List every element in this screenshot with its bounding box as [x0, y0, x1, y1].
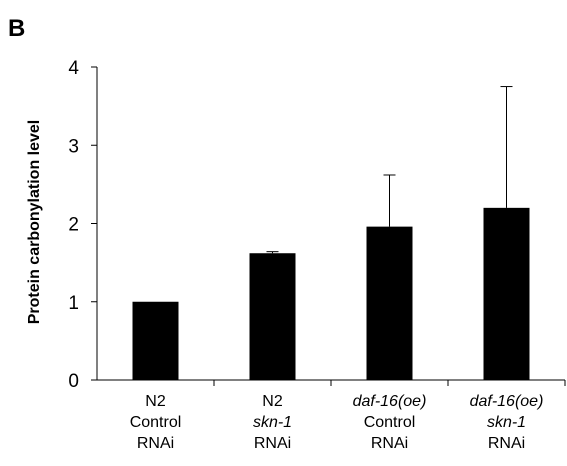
x-category-label: skn-1: [487, 414, 526, 431]
bars: [132, 207, 530, 380]
y-axis-label: Protein carbonylation level: [26, 120, 43, 325]
panel-label: B: [8, 15, 25, 42]
x-category-label: Control: [130, 414, 182, 431]
x-category-label: RNAi: [137, 435, 174, 452]
y-tick-label: 4: [68, 58, 79, 79]
error-bars: [266, 86, 513, 254]
y-axis-ticks: 0 1 2 3 4: [68, 58, 97, 392]
category-labels: N2 Control RNAi N2 skn-1 RNAi daf-16(oe) Contro…: [130, 380, 566, 452]
x-category-label: N2: [145, 393, 166, 410]
x-category-label: N2: [262, 393, 283, 410]
x-category-label: Control: [364, 414, 416, 431]
x-category-label: RNAi: [488, 435, 525, 452]
x-category-label: skn-1: [253, 414, 292, 431]
y-tick-label: 2: [68, 215, 79, 236]
y-tick-label: 0: [68, 371, 79, 392]
bar: [132, 301, 179, 380]
x-category-label: RNAi: [371, 435, 408, 452]
y-tick-label: 1: [68, 293, 79, 314]
bar: [483, 207, 530, 380]
y-tick-label: 3: [68, 136, 79, 157]
bar: [366, 226, 413, 380]
x-category-label: daf-16(oe): [470, 393, 544, 410]
x-category-label: daf-16(oe): [353, 393, 427, 410]
bar: [249, 253, 296, 380]
x-category-label: RNAi: [254, 435, 291, 452]
